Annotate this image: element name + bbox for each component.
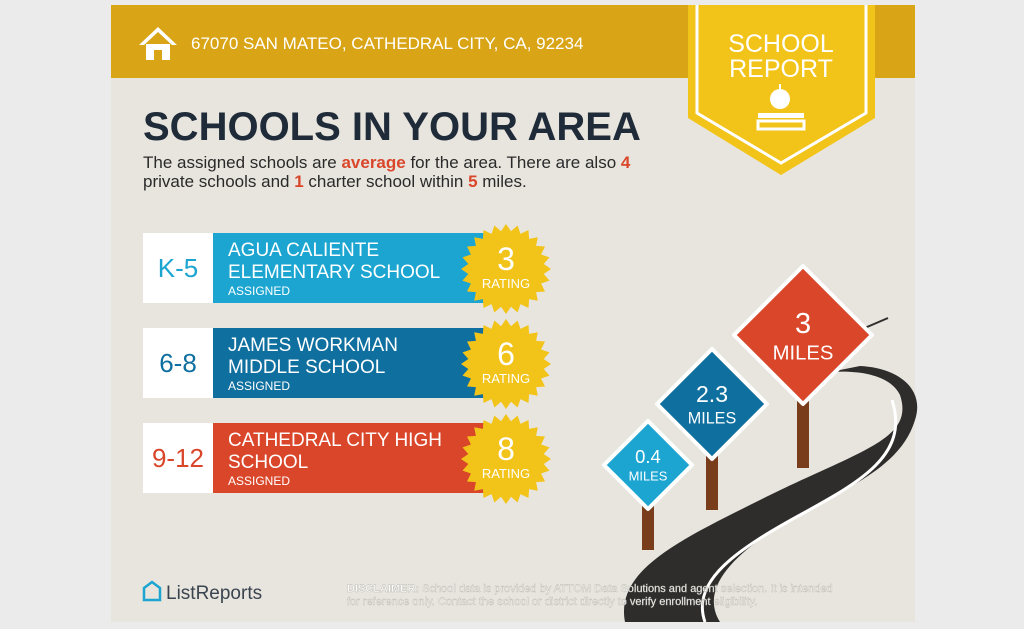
house-icon [139,27,177,60]
disclaimer: DISCLAIMER: School data is provided by A… [347,583,833,595]
school-name: JAMES WORKMAN [228,335,398,356]
grade: 9-12 [152,443,204,473]
school-bar [213,423,485,493]
sign-post [797,398,809,468]
school-status: ASSIGNED [228,379,290,393]
title: SCHOOLS IN YOUR AREA [143,105,641,149]
grade: 6-8 [159,348,197,378]
summary-highlight: 5 [468,172,477,191]
sign-distance: 3 [795,308,811,340]
brand-icon [142,580,162,602]
disclaimer-label: DISCLAIMER: [347,583,419,595]
school-status: ASSIGNED [228,474,290,488]
school-name: AGUA CALIENTE [228,240,379,261]
sign-unit: MILES [688,410,737,428]
school-bar [213,328,485,398]
rating-label: RATING [482,371,530,386]
sign-distance: 0.4 [635,446,661,467]
school-name: MIDDLE SCHOOL [228,357,385,378]
sign-distance: 2.3 [696,381,728,407]
school-name: CATHEDRAL CITY HIGH [228,430,442,451]
school-name: SCHOOL [228,452,308,473]
summary-text: for the area. There are also [406,153,621,172]
school-name: ELEMENTARY SCHOOL [228,262,440,283]
summary-highlight: average [341,153,405,172]
summary-line: private schools and 1 charter school wit… [143,172,527,191]
brand: ListReports [166,583,262,604]
summary: The assigned schools are average for the… [143,153,631,191]
rating-seal [461,224,551,314]
grade-box [143,233,213,303]
disclaimer-text: School data is provided by ATTOM Data So… [422,583,833,595]
summary-text: The assigned schools are [143,153,341,172]
grade: K-5 [158,253,198,283]
grade-box [143,328,213,398]
rating-seal [461,319,551,409]
sign-post [642,503,654,550]
grade-box [143,423,213,493]
sign [655,347,769,461]
rating-label: RATING [482,276,530,291]
summary-line: The assigned schools are average for the… [143,153,631,172]
sign-unit: MILES [773,343,834,365]
school-status: ASSIGNED [228,284,290,298]
rating-label: RATING [482,466,530,481]
disclaimer-text: for reference only. Contact the school o… [347,596,757,608]
sign-post [706,453,718,510]
rating: 3 [497,241,515,277]
address: 67070 SAN MATEO, CATHEDRAL CITY, CA, 922… [191,34,583,53]
school-bar [213,233,485,303]
rating: 8 [497,431,515,467]
summary-text: private schools and [143,172,294,191]
sign-unit: MILES [629,469,668,484]
summary-highlight: 4 [621,153,631,172]
badge-line: SCHOOL [728,30,834,58]
sign [602,419,694,511]
rating-seal [461,414,551,504]
badge-line: REPORT [729,55,833,83]
rating: 6 [497,336,515,372]
distance-signs: 0.4 MILES 2.3 MILES 3 MILES [602,264,874,550]
summary-text: miles. [478,172,527,191]
summary-highlight: 1 [294,172,303,191]
badge [688,5,875,175]
sign [732,264,874,406]
summary-text: charter school within [304,172,468,191]
